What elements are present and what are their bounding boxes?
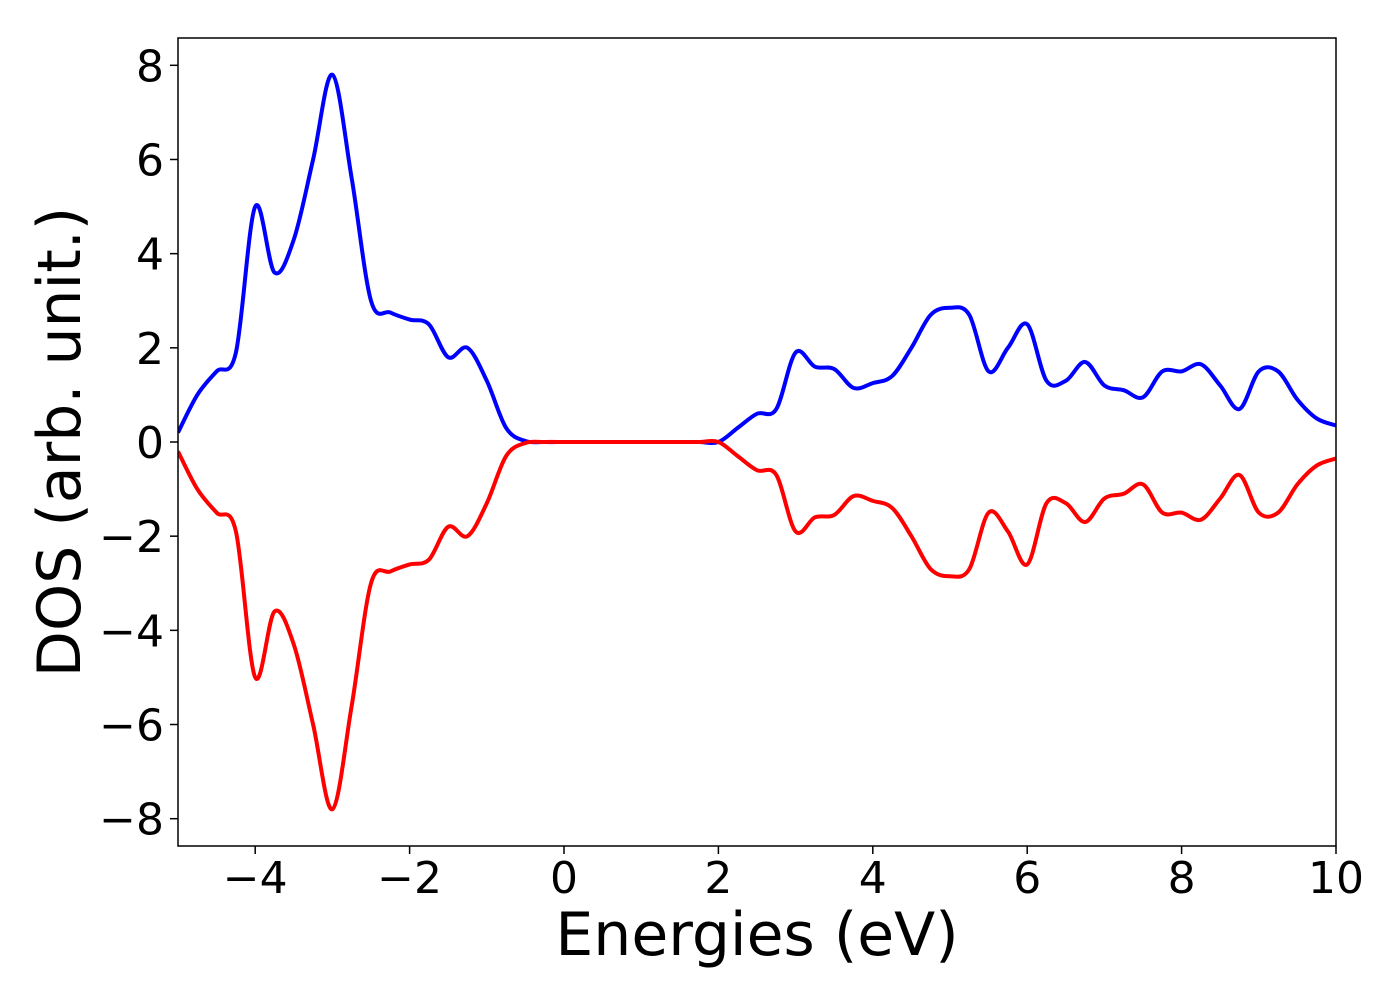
plot-frame: [177, 37, 1337, 847]
x-tick-label: 10: [1308, 853, 1364, 904]
y-tick-label: 8: [136, 41, 164, 92]
y-tick-label: 0: [136, 418, 164, 469]
y-tick-label: −2: [99, 512, 164, 563]
x-tick-label: 8: [1168, 853, 1196, 904]
x-tick-label: 0: [550, 853, 578, 904]
x-tick-label: −4: [223, 853, 288, 904]
series-line: [178, 72, 1336, 446]
y-tick-label: 2: [136, 324, 164, 375]
y-axis-label: DOS (arb. unit.): [25, 207, 95, 677]
x-axis-label: Energies (eV): [555, 900, 958, 970]
y-tick-label: −8: [99, 795, 164, 846]
y-tick-label: 6: [136, 135, 164, 186]
x-tick-label: 2: [704, 853, 732, 904]
x-tick-label: −2: [377, 853, 442, 904]
x-tick-label: 6: [1013, 853, 1041, 904]
x-tick-label: 4: [859, 853, 887, 904]
series-line: [178, 438, 1336, 812]
y-tick-label: −4: [99, 606, 164, 657]
y-tick-label: −6: [99, 701, 164, 752]
y-tick-label: 4: [136, 230, 164, 281]
